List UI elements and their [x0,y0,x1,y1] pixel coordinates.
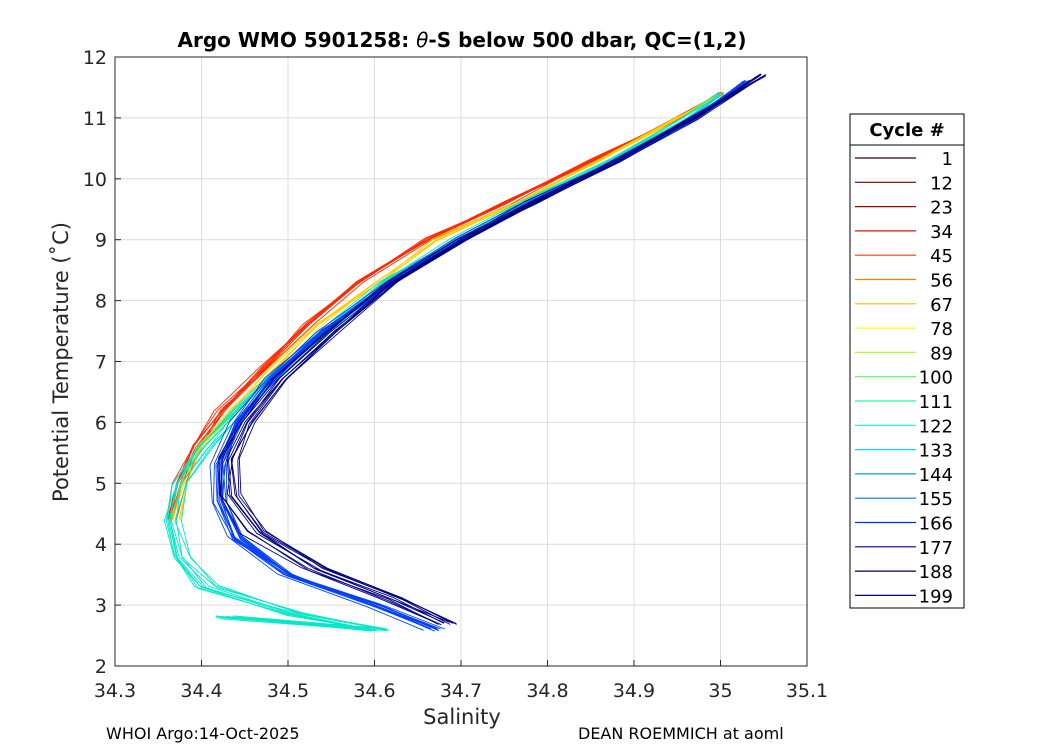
profile-line [168,91,721,520]
legend-label: 78 [930,319,953,340]
profile-line [179,91,720,521]
legend-label: 89 [930,343,953,364]
profile-line [169,94,718,522]
profile-line [167,92,725,521]
x-tick-label: 34.5 [267,680,309,702]
chart-title: Argo WMO 5901258: θ-S below 500 dbar, QC… [178,28,747,52]
profile-line [172,93,721,520]
y-tick-label: 2 [95,656,107,678]
legend-label: 111 [919,392,953,413]
profile-line [218,75,765,623]
axis-ticks: 34.3 34.4 34.5 34.6 34.7 34.8 34.9 35 35.1 2 3 4 5 6 7… [83,47,828,702]
profile-line [226,73,762,624]
legend-label: 188 [919,562,953,583]
profile-line [167,91,723,520]
profile-line [172,93,724,521]
profile-line [166,94,722,519]
y-tick-label: 11 [83,108,107,130]
grid [114,56,808,667]
y-tick-label: 10 [83,169,107,191]
y-tick-label: 9 [95,230,107,252]
x-tick-label: 34.3 [94,680,136,702]
legend-label: 144 [919,465,953,486]
profile-line [171,94,719,521]
profile-line [168,93,721,520]
profile-line [220,82,749,632]
profile-line [175,92,724,521]
legend-label: 100 [919,368,953,389]
x-tick-label: 34.8 [526,680,568,702]
legend-box [849,113,965,609]
legend-label: 155 [919,489,953,510]
profile-line [230,75,764,624]
legend: Cycle # 1 12 23 34 45 56 67 78 89 100 111 122 133 144… [849,113,965,609]
profile-line [238,74,767,624]
legend-label: 45 [930,246,953,267]
x-tick-label: 35 [708,680,732,702]
legend-label: 133 [919,441,953,462]
y-tick-label: 6 [95,412,107,434]
y-tick-label: 4 [95,534,107,556]
y-tick-label: 5 [95,473,107,495]
x-tick-label: 34.9 [613,680,655,702]
legend-label: 1 [942,149,953,170]
legend-title: Cycle # [869,120,944,141]
legend-label: 34 [930,222,953,243]
x-tick-label: 34.6 [353,680,395,702]
legend-label: 12 [930,173,953,194]
legend-label: 122 [919,416,953,437]
y-tick-label: 7 [95,352,107,374]
profile-line [213,82,746,629]
legend-label: 56 [930,271,953,292]
x-axis-title: Salinity [423,705,501,729]
profile-line [178,91,724,520]
x-tick-label: 34.4 [180,680,222,702]
profile-line [218,74,762,625]
y-tick-label: 12 [83,47,107,69]
y-axis-title: Potential Temperature (˚C) [49,222,73,502]
legend-label: 177 [919,538,953,559]
footer-right: DEAN ROEMMICH at aoml [578,724,784,743]
profile-line [170,94,723,520]
footer-left: WHOI Argo:14-Oct-2025 [106,724,300,743]
legend-label: 23 [930,198,953,219]
x-tick-label: 34.7 [440,680,482,702]
legend-label: 199 [919,586,953,607]
x-tick-label: 35.1 [786,680,828,702]
legend-label: 166 [919,514,953,535]
profile-line [168,94,724,522]
y-tick-label: 3 [95,595,107,617]
profile-line [171,94,721,522]
profile-line [216,80,748,630]
profile-line [228,75,767,623]
profile-lines [163,73,767,632]
legend-label: 67 [930,295,953,316]
y-tick-label: 8 [95,291,107,313]
